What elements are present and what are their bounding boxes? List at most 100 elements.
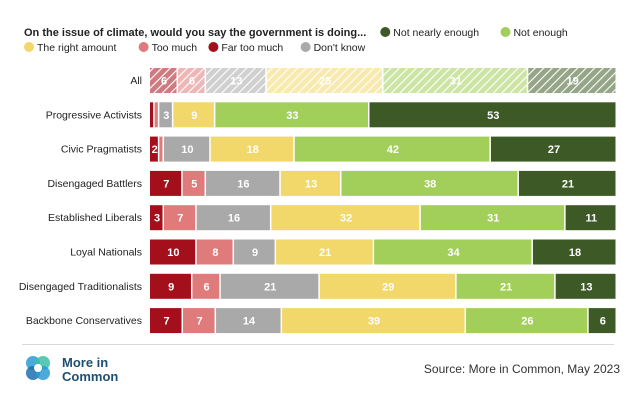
legend-item-don-t-know: Don't know (300, 42, 366, 54)
brand-name: More in Common (62, 356, 118, 384)
data-label-disengaged-traditionalists-not-nearly-enough: 13 (580, 281, 592, 293)
bar-loyal-nationals-don-t-know (234, 239, 275, 265)
data-label-all-too-much: 6 (189, 76, 195, 88)
data-label-all-the-right-amount: 25 (319, 76, 331, 88)
category-label-all: All (130, 75, 142, 87)
bar-civic-pragmatists-not-nearly-enough (490, 136, 616, 162)
bar-disengaged-battlers-don-t-know (206, 170, 280, 196)
bar-all-too-much (178, 68, 205, 93)
data-label-all-don-t-know: 13 (230, 76, 242, 88)
bar-disengaged-battlers-the-right-amount (280, 170, 340, 196)
data-label-backbone-conservatives-don-t-know: 14 (243, 316, 256, 328)
legend-item-far-too-much: Far too much (208, 42, 283, 54)
bar-all-not-nearly-enough (528, 68, 616, 93)
bar-established-liberals-far-too-much (150, 205, 163, 231)
legend-swatch-not-enough (500, 27, 511, 37)
data-label-backbone-conservatives-not-enough: 26 (521, 316, 533, 328)
data-label-loyal-nationals-not-enough: 34 (447, 247, 460, 259)
bar-loyal-nationals-not-nearly-enough (532, 239, 616, 265)
data-label-loyal-nationals-too-much: 8 (212, 247, 218, 259)
footer-divider (22, 344, 614, 345)
legend-swatch-the-right-amount (24, 42, 34, 52)
data-label-disengaged-battlers-don-t-know: 16 (237, 178, 249, 190)
category-label-established-liberals: Established Liberals (48, 212, 142, 224)
data-label-backbone-conservatives-the-right-amount: 39 (368, 316, 380, 328)
bar-backbone-conservatives-the-right-amount (282, 308, 465, 334)
data-label-disengaged-traditionalists-not-enough: 21 (500, 281, 512, 293)
bar-established-liberals-the-right-amount (271, 205, 420, 231)
legend-item-not-nearly-enough: Not nearly enough (380, 27, 479, 39)
bar-disengaged-traditionalists-the-right-amount (319, 273, 456, 299)
data-label-all-not-nearly-enough: 19 (567, 76, 579, 88)
legend-label-not-enough: Not enough (513, 27, 567, 39)
data-label-disengaged-battlers-not-enough: 38 (424, 178, 436, 190)
data-label-progressive-activists-not-nearly-enough: 53 (487, 110, 499, 122)
legend: Not nearly enough Not enough The right amo… (24, 27, 568, 54)
data-label-established-liberals-don-t-know: 16 (228, 213, 240, 225)
bar-backbone-conservatives-not-enough (466, 308, 588, 334)
legend-label-not-nearly-enough: Not nearly enough (393, 27, 479, 39)
more-in-common-logo-icon (26, 356, 50, 380)
bar-progressive-activists-too-much (154, 102, 158, 128)
data-label-loyal-nationals-far-too-much: 10 (167, 247, 179, 259)
data-label-loyal-nationals-the-right-amount: 21 (319, 247, 331, 259)
data-label-civic-pragmatists-not-nearly-enough: 27 (548, 144, 560, 156)
data-label-backbone-conservatives-too-much: 7 (196, 316, 202, 328)
bar-backbone-conservatives-not-nearly-enough (588, 308, 616, 334)
bar-civic-pragmatists-the-right-amount (210, 136, 294, 162)
legend-item-not-enough: Not enough (500, 27, 568, 39)
data-label-civic-pragmatists-far-too-much: 2 (152, 144, 158, 156)
bar-progressive-activists-don-t-know (159, 102, 172, 128)
bar-loyal-nationals-the-right-amount (276, 239, 373, 265)
bar-established-liberals-don-t-know (196, 205, 270, 231)
data-label-disengaged-traditionalists-too-much: 6 (204, 281, 210, 293)
bar-civic-pragmatists-too-much (159, 136, 163, 162)
bar-all-the-right-amount (266, 68, 382, 93)
bar-disengaged-battlers-not-enough (341, 170, 518, 196)
bar-loyal-nationals-far-too-much (150, 239, 196, 265)
data-label-all-not-enough: 31 (450, 76, 462, 88)
data-label-progressive-activists-don-t-know: 3 (163, 110, 169, 122)
data-label-disengaged-battlers-far-too-much: 7 (163, 178, 169, 190)
data-label-established-liberals-too-much: 7 (177, 213, 183, 225)
bar-backbone-conservatives-don-t-know (216, 308, 281, 334)
data-label-established-liberals-far-too-much: 3 (154, 213, 160, 225)
data-label-established-liberals-not-nearly-enough: 11 (585, 213, 597, 225)
data-label-civic-pragmatists-not-enough: 42 (387, 144, 399, 156)
legend-item-the-right-amount: The right amount (24, 42, 116, 54)
legend-swatch-not-nearly-enough (380, 27, 391, 37)
bar-disengaged-battlers-far-too-much (150, 170, 182, 196)
source-note: Source: More in Common, May 2023 (423, 362, 620, 376)
data-label-disengaged-traditionalists-the-right-amount: 29 (382, 281, 394, 293)
bar-established-liberals-not-nearly-enough (565, 205, 616, 231)
legend-swatch-far-too-much (208, 42, 219, 52)
data-label-all-far-too-much: 6 (161, 76, 167, 88)
data-label-disengaged-battlers-too-much: 5 (191, 178, 197, 190)
data-label-civic-pragmatists-the-right-amount: 18 (247, 144, 259, 156)
category-label-loyal-nationals: Loyal Nationals (70, 247, 142, 259)
category-label-disengaged-battlers: Disengaged Battlers (47, 178, 142, 190)
chart-title: On the issue of climate, would you say t… (24, 27, 366, 39)
legend-label-far-too-much: Far too much (221, 42, 283, 54)
category-label-disengaged-traditionalists: Disengaged Traditionalists (19, 281, 142, 293)
bar-disengaged-traditionalists-far-too-much (150, 273, 191, 299)
data-label-disengaged-battlers-not-nearly-enough: 21 (562, 178, 574, 190)
data-label-loyal-nationals-not-nearly-enough: 18 (569, 247, 581, 259)
legend-swatch-don-t-know (300, 42, 311, 52)
category-label-civic-pragmatists: Civic Pragmatists (61, 144, 142, 156)
bars-area: 6 6 13 25 31 193 9 33 532 10 18 42 277 5 16 13 38 213 7 16 3… (150, 68, 616, 334)
bar-all-not-enough (383, 68, 527, 93)
brand-line-1: More in (62, 355, 109, 370)
data-label-progressive-activists-not-enough: 33 (286, 110, 298, 122)
bar-disengaged-traditionalists-not-enough (456, 273, 555, 299)
bar-progressive-activists-not-nearly-enough (369, 102, 616, 128)
legend-label-don-t-know: Don't know (314, 42, 366, 54)
bar-disengaged-traditionalists-too-much (192, 273, 220, 299)
legend-swatch-too-much (138, 42, 149, 52)
category-label-progressive-activists: Progressive Activists (46, 109, 142, 121)
bar-civic-pragmatists-don-t-know (164, 136, 210, 162)
data-label-progressive-activists-the-right-amount: 9 (191, 110, 197, 122)
bar-progressive-activists-not-enough (215, 102, 368, 128)
bar-all-don-t-know (206, 68, 266, 93)
bar-disengaged-battlers-not-nearly-enough (518, 170, 616, 196)
